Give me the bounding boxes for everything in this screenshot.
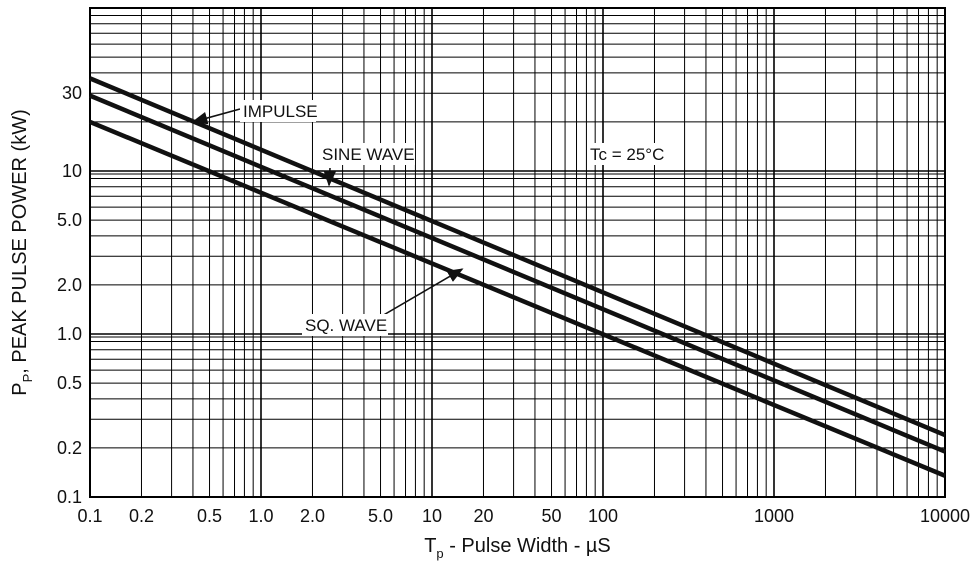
annotation-sq-wave-label: SQ. WAVE	[305, 316, 387, 335]
x-axis-title-main: T	[424, 535, 436, 557]
x-tick-label: 0.1	[77, 506, 102, 526]
x-tick-labels: 0.1 0.2 0.5 1.0 2.0 5.0 10 20 50 100 1000 10000	[77, 506, 970, 526]
annotation-sine-wave-arrow	[323, 167, 337, 187]
annotation-layer: IMPULSE SINE WAVE SQ. WAVE Tc = 25°C	[191, 100, 683, 336]
series-line-sq-wave	[89, 119, 946, 478]
y-tick-label: 10	[62, 161, 82, 181]
series-line-impulse	[89, 76, 946, 438]
annotation-impulse-label-bg	[240, 100, 316, 122]
y-axis-title-rest: , PEAK PULSE POWER (kW)	[9, 109, 31, 373]
y-tick-labels: 0.1 0.2 0.5 1.0 2.0 5.0 10 30	[57, 83, 82, 507]
annotation-sine-wave-label: SINE WAVE	[322, 145, 415, 164]
x-tick-label: 10	[422, 506, 442, 526]
annotation-sq-wave-arrow	[374, 268, 464, 321]
x-axis-title-rest: - Pulse Width - µS	[444, 535, 611, 557]
y-axis-title-sub: P	[20, 374, 35, 383]
annotation-tc-25-c-label-bg	[587, 143, 683, 165]
x-tick-label: 2.0	[300, 506, 325, 526]
annotation-impulse-label: IMPULSE	[243, 102, 318, 121]
grid-minor	[90, 8, 945, 497]
y-tick-label: 0.1	[57, 487, 82, 507]
y-tick-label: 30	[62, 83, 82, 103]
x-tick-label: 5.0	[368, 506, 393, 526]
x-axis-title-sub: p	[436, 546, 443, 561]
annotation-impulse-arrow	[191, 108, 241, 125]
x-tick-label: 0.2	[129, 506, 154, 526]
x-axis-title: Tp - Pulse Width - µS	[424, 535, 611, 561]
y-tick-label: 2.0	[57, 275, 82, 295]
annotation-sq-wave-label-bg	[302, 314, 388, 336]
plot-frame	[89, 7, 946, 498]
y-tick-label: 0.5	[57, 373, 82, 393]
annotation-tc-25-c-label: Tc = 25°C	[590, 145, 664, 164]
x-tick-label: 100	[588, 506, 618, 526]
y-tick-label: 1.0	[57, 324, 82, 344]
grid-major	[90, 8, 945, 497]
x-tick-label: 0.5	[197, 506, 222, 526]
y-tick-label: 5.0	[57, 210, 82, 230]
annotation-sine-wave-label-bg	[319, 143, 415, 165]
series-line-sine-wave	[89, 93, 946, 454]
y-axis-title: PP, PEAK PULSE POWER (kW)	[9, 109, 35, 396]
x-tick-label: 50	[542, 506, 562, 526]
x-tick-label: 1000	[754, 506, 794, 526]
x-tick-label: 20	[473, 506, 493, 526]
x-tick-label: 1.0	[248, 506, 273, 526]
series-layer	[89, 76, 946, 478]
x-tick-label: 10000	[920, 506, 970, 526]
y-axis-title-main: P	[9, 382, 31, 395]
y-tick-label: 0.2	[57, 438, 82, 458]
